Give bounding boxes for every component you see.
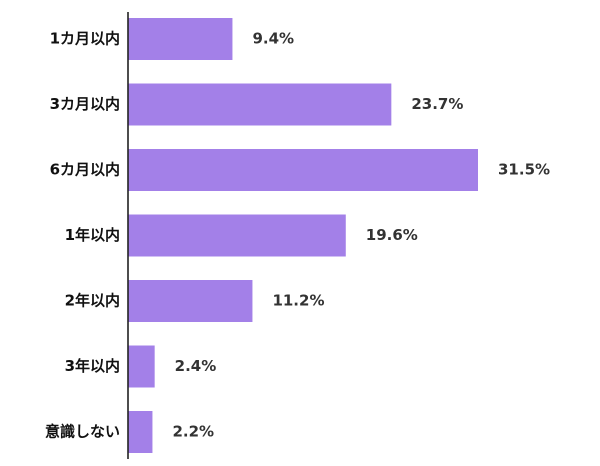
value-label-3: 19.6% <box>366 226 418 244</box>
category-label-0: 1カ月以内 <box>50 30 120 48</box>
value-label-2: 31.5% <box>498 161 550 179</box>
value-labels: 9.4% 23.7% 31.5% 19.6% 11.2% 2.4% 2.2% <box>172 30 550 441</box>
category-label-2: 6カ月以内 <box>50 161 120 179</box>
category-label-6: 意識しない <box>45 423 120 441</box>
bar-3 <box>128 214 346 257</box>
category-label-4: 2年以内 <box>65 292 120 310</box>
bar-1 <box>128 83 392 126</box>
bar-6 <box>128 411 153 453</box>
bar-4 <box>128 280 253 322</box>
category-label-3: 1年以内 <box>65 226 120 244</box>
value-label-0: 9.4% <box>252 30 294 48</box>
bar-0 <box>128 18 233 60</box>
category-label-1: 3カ月以内 <box>50 95 120 113</box>
value-label-4: 11.2% <box>272 292 324 310</box>
bars-group <box>128 18 478 453</box>
value-label-5: 2.4% <box>175 357 217 375</box>
value-label-6: 2.2% <box>172 423 214 441</box>
category-label-5: 3年以内 <box>65 357 120 375</box>
bar-5 <box>128 345 155 388</box>
bar-2 <box>128 149 478 191</box>
value-label-1: 23.7% <box>411 95 463 113</box>
